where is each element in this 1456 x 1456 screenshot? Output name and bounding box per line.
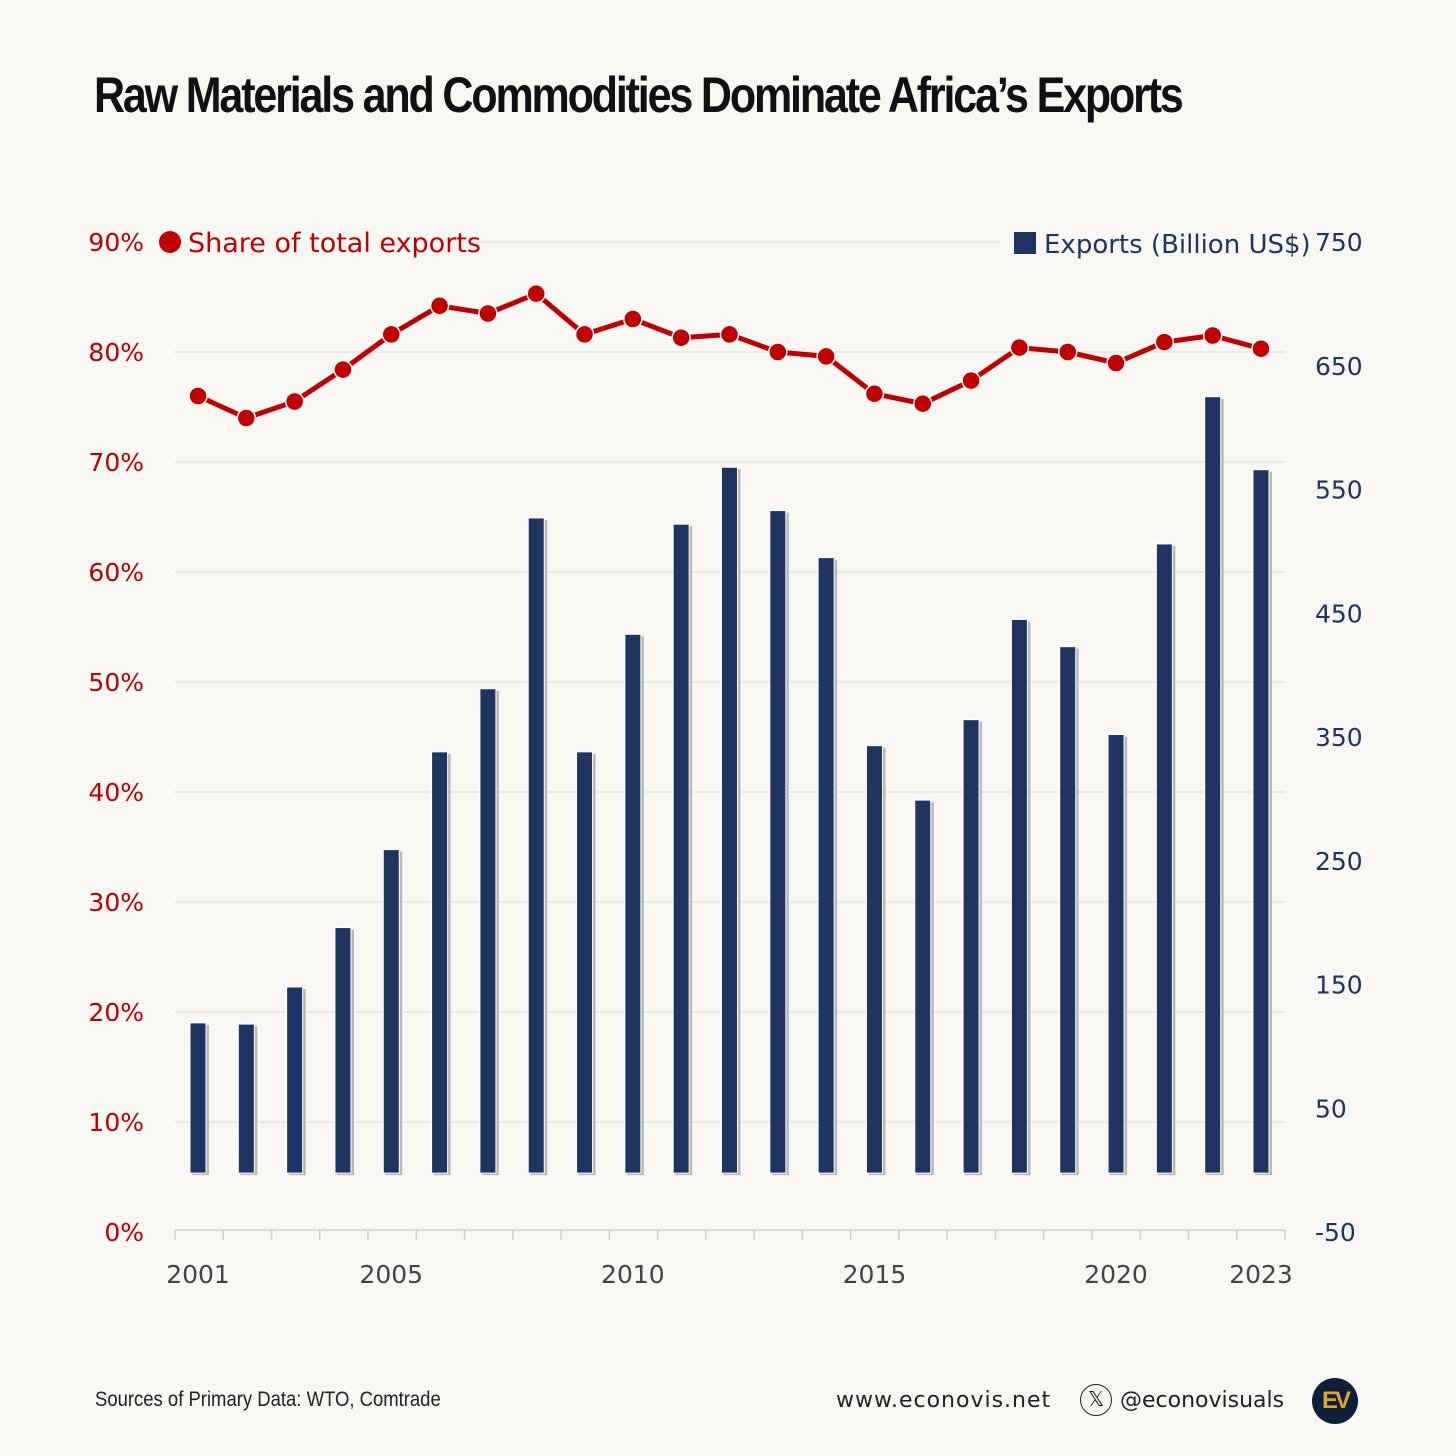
bar <box>1010 618 1028 1174</box>
bar <box>286 986 304 1174</box>
share-point <box>1009 337 1030 358</box>
legend-line-label: Share of total exports <box>188 228 481 259</box>
bar <box>817 557 835 1174</box>
left-axis-tick-label: 90% <box>88 228 144 257</box>
website-link[interactable]: www.econovis.net <box>836 1388 1052 1413</box>
share-point <box>526 283 546 304</box>
bar <box>479 688 497 1174</box>
x-axis-tick-label: 2005 <box>359 1260 423 1289</box>
right-axis-tick-label: 650 <box>1315 352 1363 381</box>
share-point <box>864 384 885 404</box>
x-axis-tick-label: 2020 <box>1084 1260 1148 1289</box>
share-point <box>236 408 257 428</box>
x-logo-icon: 𝕏 <box>1080 1384 1112 1416</box>
left-axis-tick-label: 20% <box>88 998 144 1027</box>
share-point <box>1057 342 1078 362</box>
right-axis-tick-label: 750 <box>1315 228 1363 257</box>
right-axis-tick-label: 450 <box>1315 599 1363 628</box>
share-point <box>574 324 595 345</box>
econovis-logo: EV <box>1312 1378 1358 1424</box>
share-point <box>188 386 208 406</box>
bar <box>576 751 594 1174</box>
x-axis-tick-label: 2015 <box>843 1260 907 1289</box>
share-point <box>1154 332 1175 352</box>
bar <box>769 510 787 1174</box>
legend-bar-label: Exports (Billion US$) <box>1044 230 1311 260</box>
share-point <box>671 327 691 348</box>
bar <box>962 719 980 1174</box>
bar <box>1155 543 1173 1174</box>
bar <box>431 751 449 1174</box>
bar <box>334 927 352 1174</box>
x-axis-tick-label: 2023 <box>1229 1260 1293 1289</box>
social-handle[interactable]: @econovisuals <box>1120 1388 1285 1413</box>
share-point <box>768 342 788 362</box>
share-point <box>816 346 836 367</box>
left-axis-tick-label: 10% <box>88 1108 144 1137</box>
share-point <box>1251 338 1271 359</box>
right-axis-tick-label: -50 <box>1315 1218 1356 1247</box>
bar <box>189 1022 207 1174</box>
bar <box>1059 646 1077 1174</box>
share-point <box>429 296 450 316</box>
bar <box>624 633 642 1174</box>
share-point <box>1106 353 1126 373</box>
left-axis-tick-label: 80% <box>88 338 144 367</box>
share-point <box>381 324 402 345</box>
left-axis-tick-label: 30% <box>88 888 144 917</box>
x-axis-tick-label: 2010 <box>601 1260 665 1289</box>
left-axis-tick-label: 70% <box>88 448 144 477</box>
x-axis-tick-label: 2001 <box>166 1260 230 1289</box>
bar <box>1107 734 1125 1174</box>
share-point <box>719 324 740 345</box>
legend-bar-marker <box>1014 232 1036 254</box>
bar <box>914 799 932 1174</box>
left-axis-tick-label: 0% <box>104 1218 144 1247</box>
share-point <box>333 359 353 380</box>
bar <box>382 849 400 1174</box>
share-point <box>284 391 305 412</box>
share-point <box>913 393 933 414</box>
bar <box>672 523 690 1174</box>
left-axis-tick-label: 40% <box>88 778 144 807</box>
share-point <box>478 303 498 324</box>
share-point <box>961 370 981 391</box>
bar <box>1204 396 1222 1174</box>
bar <box>721 466 738 1174</box>
bar <box>1252 469 1270 1174</box>
chart-title: Raw Materials and Commodities Dominate A… <box>94 67 1184 123</box>
right-axis-tick-label: 350 <box>1315 723 1363 752</box>
left-axis-tick-label: 50% <box>88 668 144 697</box>
share-point <box>623 309 643 329</box>
legend-line-marker <box>159 231 181 253</box>
bar <box>865 745 883 1174</box>
left-axis-tick-label: 60% <box>88 558 144 587</box>
bar <box>237 1023 255 1174</box>
share-line <box>196 291 1262 421</box>
share-point <box>1202 325 1223 346</box>
right-axis-tick-label: 150 <box>1315 971 1363 1000</box>
right-axis-tick-label: 550 <box>1315 476 1363 505</box>
right-axis-tick-label: 50 <box>1315 1094 1347 1123</box>
source-note: Sources of Primary Data: WTO, Comtrade <box>95 1388 441 1411</box>
right-axis-tick-label: 250 <box>1315 847 1363 876</box>
bar <box>527 517 545 1174</box>
